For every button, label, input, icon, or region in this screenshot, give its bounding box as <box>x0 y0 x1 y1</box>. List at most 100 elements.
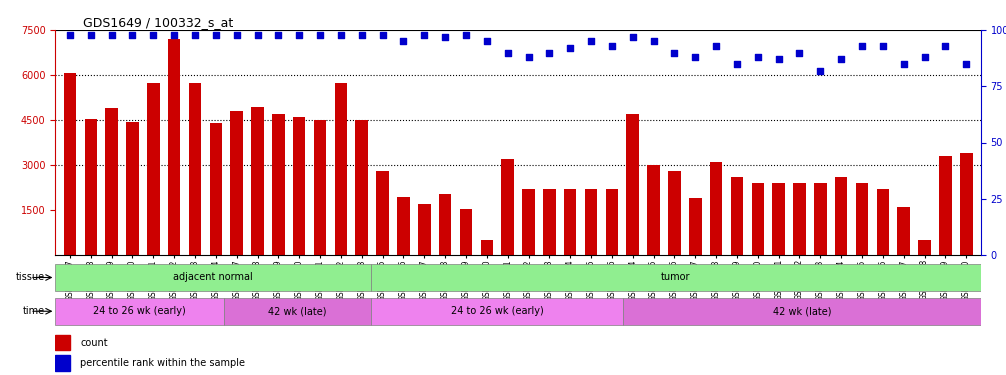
Point <box>187 32 203 38</box>
Bar <box>584 189 598 255</box>
Point <box>938 43 954 49</box>
Point <box>458 32 474 38</box>
Bar <box>501 159 514 255</box>
Bar <box>773 183 785 255</box>
Point <box>62 32 78 38</box>
Point <box>416 32 433 38</box>
Point <box>395 38 411 44</box>
Bar <box>835 177 847 255</box>
Point <box>833 56 849 62</box>
Point <box>792 50 808 55</box>
Point <box>875 43 891 49</box>
Text: tissue: tissue <box>16 273 45 282</box>
Text: 24 to 26 wk (early): 24 to 26 wk (early) <box>451 306 543 316</box>
Point <box>500 50 516 55</box>
Point <box>125 32 141 38</box>
Bar <box>918 240 931 255</box>
Bar <box>418 204 431 255</box>
Point <box>271 32 287 38</box>
Bar <box>627 114 639 255</box>
Bar <box>522 189 535 255</box>
Bar <box>335 82 347 255</box>
Point <box>541 50 557 55</box>
Point <box>333 32 349 38</box>
FancyBboxPatch shape <box>624 298 981 325</box>
Point <box>583 38 600 44</box>
Point <box>854 43 870 49</box>
Bar <box>272 114 285 255</box>
Bar <box>460 209 472 255</box>
Point <box>916 54 933 60</box>
Bar <box>794 183 806 255</box>
Bar <box>564 189 576 255</box>
Bar <box>439 194 452 255</box>
Point <box>354 32 370 38</box>
Bar <box>960 153 973 255</box>
Bar <box>710 162 722 255</box>
Bar <box>63 74 76 255</box>
Point <box>291 32 307 38</box>
Bar <box>876 189 889 255</box>
Text: percentile rank within the sample: percentile rank within the sample <box>80 358 245 368</box>
Point <box>520 54 536 60</box>
Bar <box>189 82 201 255</box>
Bar <box>55 355 70 370</box>
Bar <box>814 183 827 255</box>
Point <box>749 54 766 60</box>
Point <box>708 43 724 49</box>
Bar <box>647 165 660 255</box>
Text: 24 to 26 wk (early): 24 to 26 wk (early) <box>94 306 186 316</box>
Bar <box>55 334 70 350</box>
Bar <box>543 189 555 255</box>
Bar <box>751 183 765 255</box>
Bar <box>147 82 160 255</box>
Point <box>729 61 745 67</box>
Point <box>82 32 99 38</box>
Point <box>208 32 224 38</box>
Point <box>312 32 328 38</box>
Point <box>166 32 182 38</box>
Bar <box>85 118 97 255</box>
FancyBboxPatch shape <box>371 264 981 291</box>
Point <box>895 61 911 67</box>
FancyBboxPatch shape <box>371 298 624 325</box>
Bar <box>730 177 743 255</box>
Point <box>228 32 244 38</box>
Bar <box>397 196 409 255</box>
Point <box>145 32 161 38</box>
Bar <box>293 117 306 255</box>
Point <box>479 38 495 44</box>
Point <box>437 34 453 40</box>
Bar <box>376 171 389 255</box>
Text: adjacent normal: adjacent normal <box>173 273 253 282</box>
Text: 42 wk (late): 42 wk (late) <box>773 306 831 316</box>
Bar <box>230 111 242 255</box>
Bar <box>355 120 368 255</box>
Point <box>249 32 266 38</box>
Point <box>604 43 620 49</box>
Bar <box>209 123 222 255</box>
Bar <box>689 198 701 255</box>
FancyBboxPatch shape <box>55 298 223 325</box>
Point <box>771 56 787 62</box>
Bar <box>106 108 118 255</box>
Text: tumor: tumor <box>661 273 690 282</box>
Bar <box>606 189 618 255</box>
Bar <box>481 240 493 255</box>
Point <box>374 32 390 38</box>
Bar <box>314 120 326 255</box>
FancyBboxPatch shape <box>223 298 371 325</box>
FancyBboxPatch shape <box>55 264 371 291</box>
Point <box>646 38 662 44</box>
Point <box>625 34 641 40</box>
Point <box>812 68 828 74</box>
Text: GDS1649 / 100332_s_at: GDS1649 / 100332_s_at <box>83 16 233 29</box>
Text: count: count <box>80 338 108 348</box>
Bar <box>168 39 180 255</box>
Bar <box>940 156 952 255</box>
Bar <box>856 183 868 255</box>
Point <box>562 45 578 51</box>
Point <box>104 32 120 38</box>
Bar <box>252 106 264 255</box>
Point <box>666 50 682 55</box>
